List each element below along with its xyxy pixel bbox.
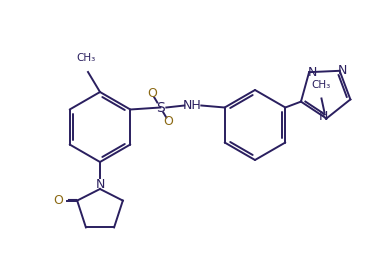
Text: NH: NH: [183, 99, 202, 112]
Text: CH₃: CH₃: [312, 81, 331, 90]
Text: O: O: [53, 194, 63, 207]
Text: O: O: [147, 87, 157, 100]
Text: N: N: [307, 66, 317, 79]
Text: N: N: [95, 177, 105, 191]
Text: CH₃: CH₃: [76, 53, 96, 63]
Text: N: N: [319, 110, 328, 123]
Text: S: S: [156, 100, 165, 114]
Text: N: N: [338, 64, 347, 77]
Text: O: O: [163, 115, 173, 128]
